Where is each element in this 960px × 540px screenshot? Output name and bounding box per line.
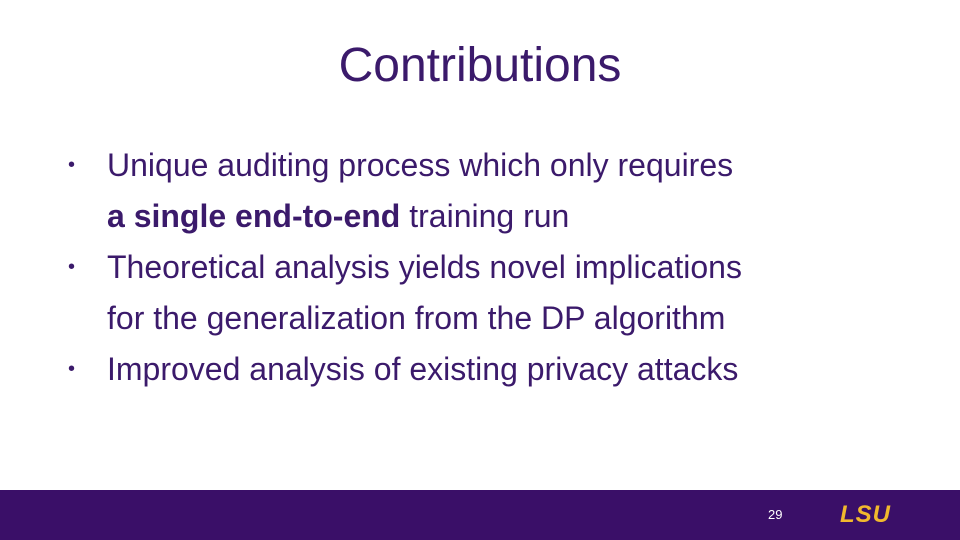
footer-bar: 29 LSU xyxy=(0,490,960,540)
slide-title: Contributions xyxy=(338,39,622,92)
text: training run xyxy=(400,198,570,234)
text: Theoretical analysis yields novel implic… xyxy=(107,249,742,285)
text: for the generalization from the DP algor… xyxy=(107,300,726,336)
bullet-line: Unique auditing process which only requi… xyxy=(107,140,742,191)
text: Improved analysis of existing privacy at… xyxy=(107,351,739,387)
bullet-line: Theoretical analysis yields novel implic… xyxy=(107,242,742,293)
bullet-line: a single end-to-end training run xyxy=(107,191,742,242)
bold-text: a single end-to-end xyxy=(107,198,401,234)
bullet-line: Improved analysis of existing privacy at… xyxy=(107,344,742,395)
bullet-line: for the generalization from the DP algor… xyxy=(107,293,742,344)
bullet-item: • Theoretical analysis yields novel impli… xyxy=(64,242,742,344)
text: Unique auditing process which only requi… xyxy=(107,147,734,183)
bullet-marker: • xyxy=(68,358,76,380)
bullet-marker: • xyxy=(68,154,76,176)
bullet-item: • Improved analysis of existing privacy a… xyxy=(64,344,742,395)
bullet-item: • Unique auditing process which only requ… xyxy=(64,140,742,242)
page-number: 29 xyxy=(768,507,783,522)
bullet-marker: • xyxy=(68,256,76,278)
bullet-list: • Unique auditing process which only requ… xyxy=(64,140,742,395)
logo: LSU xyxy=(840,501,891,528)
